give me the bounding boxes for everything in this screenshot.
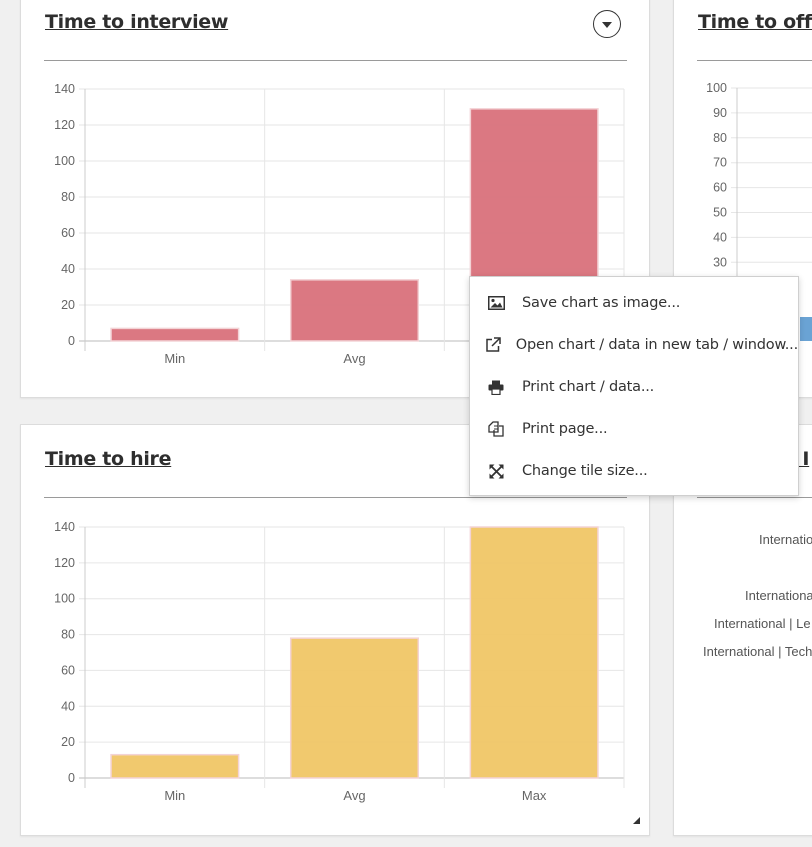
y-tick-label: 140 [54, 82, 75, 96]
x-tick-label: Avg [343, 351, 365, 366]
y-tick-label: 80 [61, 190, 75, 204]
tile-time-to-hire: Time to hire 0 20 40 60 80 100 120 140 Min Avg Max [20, 424, 650, 836]
y-tick-label: 0 [68, 771, 75, 785]
tile-time-to-interview: Time to interview 0 20 40 60 80 100 120 140 Min A… [20, 0, 650, 398]
external-link-icon [470, 337, 516, 353]
chevron-down-icon [602, 22, 612, 28]
y-tick-label: 30 [713, 255, 727, 269]
print-icon [470, 380, 522, 395]
y-tick-label: 40 [61, 699, 75, 713]
y-tick-label: 80 [713, 131, 727, 145]
y-tick-label: 70 [713, 156, 727, 170]
y-tick-label: 40 [61, 262, 75, 276]
chart-time-to-offer: 30 40 50 60 70 80 90 100 [706, 81, 812, 341]
tile-title[interactable]: Time to interview [45, 11, 229, 33]
menu-item-print-chart[interactable]: Print chart / data... [470, 366, 798, 408]
image-icon [470, 296, 522, 310]
y-tick-label: 100 [54, 154, 75, 168]
bar-min [110, 753, 240, 779]
x-tick-label: Avg [343, 788, 365, 803]
y-tick-label: 140 [54, 520, 75, 534]
row-label: International | Tech [703, 644, 812, 659]
x-tick-label: Min [164, 788, 185, 803]
menu-item-label: Change tile size... [522, 463, 648, 479]
copy-icon [470, 421, 522, 437]
menu-item-print-page[interactable]: Print page... [470, 408, 798, 450]
title-divider [697, 60, 812, 61]
y-tick-label: 80 [61, 628, 75, 642]
title-divider [44, 60, 627, 61]
chart-menu-button[interactable] [593, 10, 621, 38]
menu-item-label: Open chart / data in new tab / window... [515, 337, 798, 353]
y-tick-label: 90 [713, 106, 727, 120]
menu-item-change-tile-size[interactable]: Change tile size... [470, 450, 798, 492]
bar-avg [289, 637, 420, 779]
y-tick-label: 100 [706, 81, 727, 95]
y-tick-label: 40 [713, 230, 727, 244]
menu-item-label: Print page... [522, 421, 608, 437]
resize-handle-icon[interactable] [633, 817, 640, 824]
resize-arrows-icon [470, 463, 522, 479]
chart-time-to-hire: 0 20 40 60 80 100 120 140 Min Avg Max [54, 520, 625, 803]
bar-avg [289, 279, 420, 342]
y-tick-label: 100 [54, 592, 75, 606]
y-tick-label: 60 [61, 226, 75, 240]
tile-title[interactable]: Time to hire [45, 448, 172, 470]
row-label: Internatio [759, 532, 812, 547]
x-tick-label: Max [522, 788, 547, 803]
menu-item-open-new-tab[interactable]: Open chart / data in new tab / window... [470, 324, 798, 366]
bar-partial [800, 317, 812, 341]
bar-min [110, 327, 240, 342]
title-divider [44, 497, 627, 498]
menu-item-label: Print chart / data... [522, 379, 655, 395]
y-tick-label: 20 [61, 735, 75, 749]
row-label: Internationa [745, 588, 812, 603]
y-tick-label: 50 [713, 206, 727, 220]
y-tick-label: 120 [54, 556, 75, 570]
y-tick-label: 20 [61, 298, 75, 312]
y-tick-label: 60 [713, 181, 727, 195]
y-tick-label: 120 [54, 118, 75, 132]
y-tick-label: 60 [61, 663, 75, 677]
title-divider [697, 497, 812, 498]
bar-max [469, 526, 599, 779]
menu-item-label: Save chart as image... [522, 295, 681, 311]
x-tick-label: Min [164, 351, 185, 366]
chart-context-menu: Save chart as image... Open chart / data… [469, 276, 799, 496]
menu-item-save-image[interactable]: Save chart as image... [470, 282, 798, 324]
y-tick-label: 0 [68, 334, 75, 348]
tile-title[interactable]: Time to offer [698, 11, 812, 33]
row-label: International | Le [714, 616, 811, 631]
